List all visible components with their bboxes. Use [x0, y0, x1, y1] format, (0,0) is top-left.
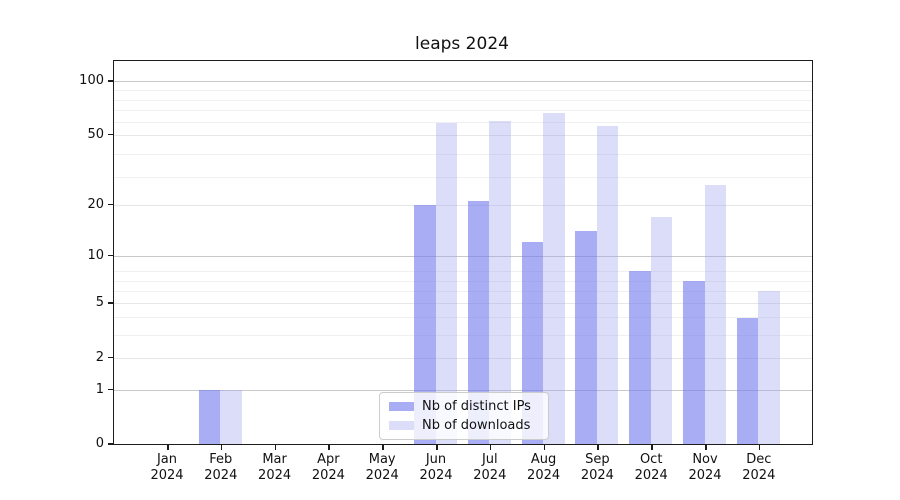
- legend: Nb of distinct IPs Nb of downloads: [379, 392, 549, 440]
- y-tick-mark: [108, 203, 113, 206]
- y-tick-mark: [108, 388, 113, 390]
- x-tick-mark: [274, 444, 277, 450]
- gridline-minor: [114, 335, 812, 337]
- x-tick-mark: [382, 444, 384, 450]
- x-tick-label: Jun 2024: [419, 452, 453, 483]
- bar-distinct-ips: [198, 389, 221, 444]
- x-tick-mark: [597, 444, 599, 450]
- x-tick-label: Feb 2024: [204, 452, 238, 483]
- gridline-minor: [114, 90, 812, 92]
- y-tick-mark: [108, 254, 113, 256]
- bar-downloads: [543, 113, 565, 444]
- chart-title: leaps 2024: [415, 34, 509, 54]
- bar-downloads: [758, 291, 780, 444]
- y-tick-label: 100: [79, 73, 104, 89]
- x-tick-label: Oct 2024: [634, 452, 668, 483]
- bar-distinct-ips: [683, 280, 705, 444]
- y-tick-label: 10: [87, 247, 104, 263]
- gridline-major: [114, 255, 812, 257]
- y-tick-mark: [108, 80, 113, 82]
- bar-downloads: [650, 216, 673, 444]
- y-tick-mark: [108, 443, 113, 445]
- x-tick-label: Apr 2024: [311, 452, 345, 483]
- x-tick-mark: [436, 444, 438, 450]
- gridline: [114, 303, 812, 305]
- x-tick-label: Dec 2024: [742, 452, 776, 483]
- legend-swatch-downloads: [389, 421, 414, 430]
- gridline-minor: [114, 110, 812, 112]
- x-tick-mark: [758, 444, 761, 450]
- x-tick-label: Nov 2024: [688, 452, 722, 483]
- gridline: [114, 134, 812, 136]
- bar-distinct-ips: [467, 201, 490, 444]
- gridline-major: [114, 389, 812, 391]
- x-tick-label: May 2024: [365, 452, 399, 483]
- plot-area: Nb of distinct IPs Nb of downloads: [113, 60, 813, 445]
- y-tick-label: 50: [87, 126, 104, 142]
- bar-distinct-ips: [575, 231, 597, 444]
- gridline-minor: [114, 280, 812, 282]
- bar-distinct-ips: [736, 317, 759, 444]
- x-tick-label: Sep 2024: [580, 452, 614, 483]
- x-tick-mark: [705, 444, 707, 450]
- x-tick-label: Aug 2024: [527, 452, 561, 483]
- y-tick-label: 2: [95, 349, 104, 365]
- gridline: [114, 357, 812, 359]
- legend-label-downloads: Nb of downloads: [422, 418, 531, 433]
- x-tick-mark: [651, 444, 653, 450]
- gridline-minor: [114, 176, 812, 178]
- x-tick-mark: [489, 444, 492, 450]
- legend-swatch-distinct-ips: [389, 402, 414, 411]
- x-tick-mark: [220, 444, 223, 450]
- bar-distinct-ips: [414, 204, 436, 444]
- y-tick-mark: [108, 356, 113, 359]
- gridline-minor: [114, 99, 812, 101]
- bar-distinct-ips: [629, 271, 651, 444]
- x-tick-label: Mar 2024: [258, 452, 292, 483]
- bar-downloads: [596, 126, 619, 444]
- y-tick-label: 5: [95, 295, 104, 311]
- gridline-minor: [114, 291, 812, 293]
- x-tick-mark: [543, 444, 546, 450]
- y-tick-mark: [108, 133, 113, 136]
- y-tick-label: 1: [95, 381, 104, 397]
- y-tick-mark: [108, 302, 113, 304]
- gridline-major: [114, 81, 812, 83]
- legend-label-distinct-ips: Nb of distinct IPs: [422, 399, 531, 414]
- x-tick-mark: [167, 444, 169, 450]
- gridline: [114, 204, 812, 206]
- y-tick-label: 20: [87, 196, 104, 212]
- gridline-minor: [114, 154, 812, 156]
- x-tick-mark: [328, 444, 330, 450]
- legend-row-downloads: Nb of downloads: [380, 418, 548, 433]
- y-tick-label: 0: [95, 436, 104, 451]
- bar-downloads: [489, 120, 511, 444]
- bar-downloads: [435, 123, 457, 444]
- gridline-minor: [114, 271, 812, 273]
- bar-downloads: [220, 389, 242, 444]
- bar-downloads: [704, 184, 726, 444]
- x-tick-label: Jan 2024: [150, 452, 184, 483]
- x-tick-label: Jul 2024: [473, 452, 507, 483]
- legend-row-distinct-ips: Nb of distinct IPs: [380, 399, 548, 414]
- gridline-minor: [114, 317, 812, 319]
- gridline-minor: [114, 122, 812, 124]
